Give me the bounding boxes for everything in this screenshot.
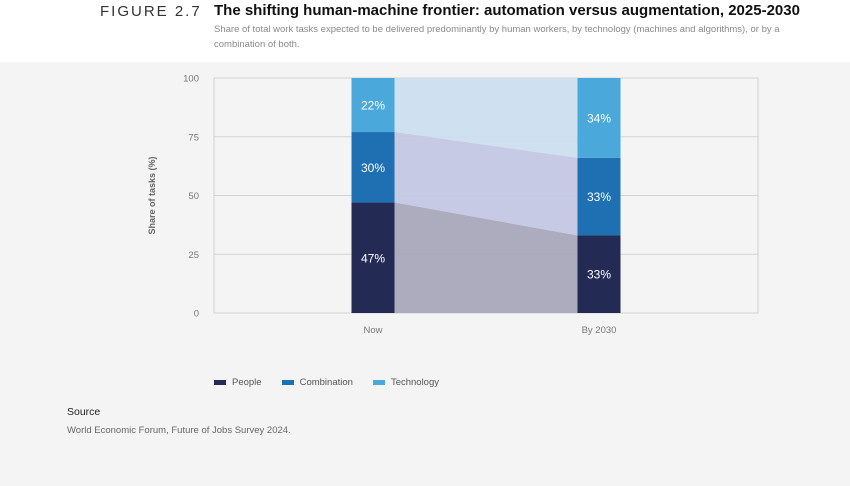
legend-swatch xyxy=(372,379,385,385)
connector-area-people xyxy=(394,202,578,313)
legend-swatch xyxy=(214,379,226,385)
y-tick-label: 0 xyxy=(194,309,199,320)
legend-label: Technology xyxy=(390,376,439,388)
data-label: 34% xyxy=(587,111,611,125)
y-axis-label: Share of tasks (%) xyxy=(147,156,157,234)
data-label: 22% xyxy=(361,99,385,113)
y-tick-label: 100 xyxy=(183,74,199,85)
legend-label: People xyxy=(232,376,262,388)
y-tick-label: 25 xyxy=(188,250,199,261)
bar-segment-combination xyxy=(351,132,395,203)
source-text: World Economic Forum, Future of Jobs Sur… xyxy=(67,425,291,436)
y-tick-label: 75 xyxy=(188,132,199,143)
connector-area-technology xyxy=(394,78,578,158)
figure-subtitle: Share of total work tasks expected to be… xyxy=(214,24,780,50)
data-label: 30% xyxy=(361,161,385,175)
source-title: Source xyxy=(67,406,101,418)
data-label: 47% xyxy=(361,251,385,265)
x-tick-label: Now xyxy=(363,325,382,336)
bar-segment-technology xyxy=(577,78,621,158)
legend-item-people: People xyxy=(214,377,262,388)
bar-segment-people xyxy=(577,235,621,313)
bar-segment-combination xyxy=(577,157,621,236)
bar-segment-people xyxy=(351,202,395,313)
connector-area-combination xyxy=(394,132,578,236)
legend-label: Combination xyxy=(299,376,353,388)
figure-title: The shifting human-machine frontier: aut… xyxy=(214,2,800,19)
data-label: 33% xyxy=(587,190,611,204)
y-tick-label: 50 xyxy=(188,191,199,202)
figure-label: FIGURE 2.7 xyxy=(100,3,202,20)
x-tick-label: By 2030 xyxy=(582,325,617,336)
chart-legend: People Combination Technology xyxy=(214,375,459,389)
figure-header: FIGURE 2.7 The shifting human-machine fr… xyxy=(0,0,850,62)
legend-item-technology: Technology xyxy=(372,376,439,388)
legend-swatch xyxy=(281,379,294,385)
data-label: 33% xyxy=(587,268,611,282)
legend-item-combination: Combination xyxy=(281,376,353,388)
bar-segment-technology xyxy=(351,78,395,133)
